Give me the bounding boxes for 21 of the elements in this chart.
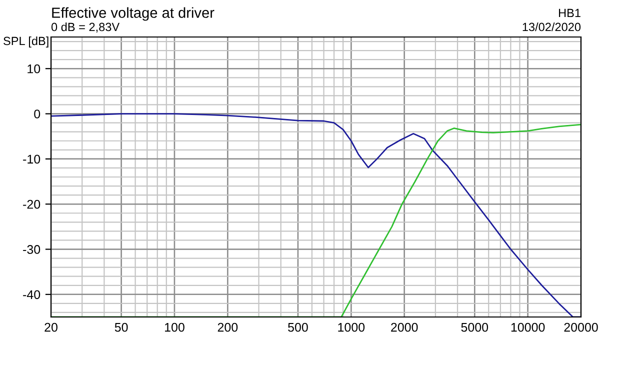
chart-subtitle: 0 dB = 2,83V [51,22,120,33]
x-tick-label: 1000 [338,322,365,332]
chart-title: Effective voltage at driver [52,7,214,21]
x-tick-label: 200 [218,322,238,332]
x-tick-label: 10000 [511,322,545,332]
x-tick-label: 20000 [564,322,598,332]
y-tick-label: -20 [23,200,40,209]
x-tick-label: 20 [44,322,58,332]
x-tick-label: 500 [288,322,308,332]
y-axis-title: SPL [dB] [4,36,48,48]
y-tick-label: 0 [34,110,40,118]
x-tick-label: 50 [114,322,128,332]
y-tick-label: -30 [23,245,40,254]
x-tick-label: 2000 [391,322,418,332]
x-tick-label: 100 [165,322,184,332]
text: HB1 [559,8,580,18]
text: 13/02/2020 [522,22,581,32]
x-tick-label: 5000 [461,322,488,332]
y-tick-label: -40 [23,290,40,300]
y-tick-label: -10 [23,154,40,164]
y-tick-label: 10 [28,64,40,74]
